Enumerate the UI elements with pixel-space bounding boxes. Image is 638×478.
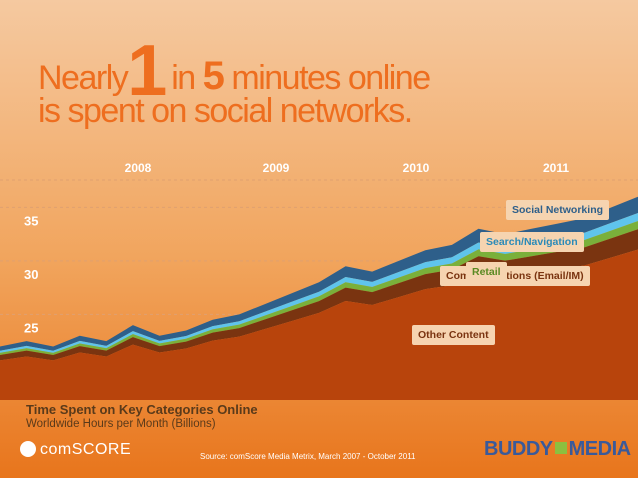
headline-nearly: Nearly [38,59,129,97]
y-tick-label: 35 [24,213,38,228]
buddy-media-logo: BUDDY MEDIA [484,438,631,461]
x-year-label: 2008 [125,161,152,175]
headline-in: in [171,59,196,97]
area-series-other-content [0,249,638,400]
source-note: Source: comScore Media Metrix, March 200… [200,452,416,461]
area-series-social-networking [0,196,638,351]
x-year-label: 2011 [543,161,569,175]
headline-line2: is spent on social networks. [38,92,413,130]
x-year-label: 2009 [263,161,290,175]
series-label: Communications (Email/IM) [440,266,590,286]
chart-title: Time Spent on Key Categories Online [26,402,258,417]
series-label: Retail [466,262,507,282]
series-label: Search/Navigation [480,232,584,252]
headline-line1: Nearly1 in 5 minutes online [38,30,431,112]
buddy-media-logo-a: BUDDY [484,438,553,460]
comscore-logo-icon [20,441,36,457]
buddy-media-logo-b: MEDIA [568,438,631,460]
x-year-label: 2010 [403,161,430,175]
series-label: Social Networking [506,200,610,220]
comscore-logo-text: comSCORE [40,441,132,458]
comscore-logo: comSCORE [20,441,131,459]
headline-minutes: minutes online [231,59,431,97]
area-series-search-navigation [0,212,638,353]
chart-subtitle: Worldwide Hours per Month (Billions) [26,418,216,430]
headline-number-1: 1 [127,31,167,111]
series-label: Other Content [412,325,495,345]
buddy-media-logo-square [554,442,567,454]
y-tick-label: 30 [24,267,38,282]
area-series-retail [0,221,638,356]
headline-number-5: 5 [202,54,225,98]
y-tick-label: 25 [24,320,38,335]
